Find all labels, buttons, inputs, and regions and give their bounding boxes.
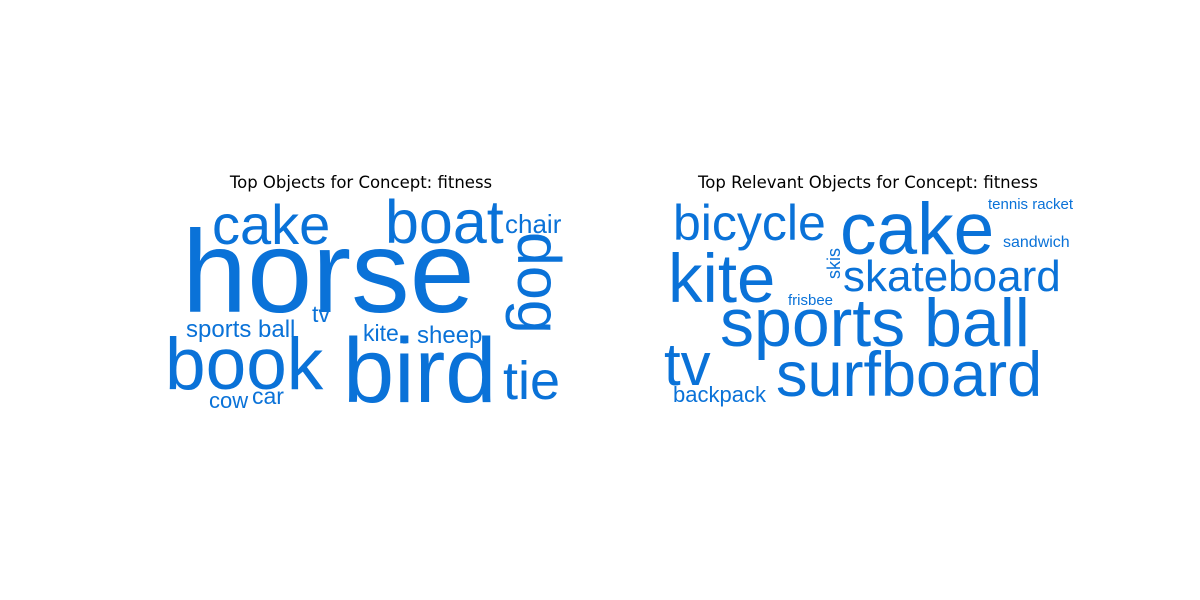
word-chair: chair (505, 209, 562, 239)
word-tv: tv (664, 331, 711, 398)
word-sports-ball: sports ball (186, 316, 295, 343)
word-sports-ball: sports ball (720, 285, 1030, 361)
word-surfboard: surfboard (776, 340, 1042, 410)
word-car: car (252, 383, 284, 409)
word-sheep: sheep (417, 322, 482, 349)
word-cow: cow (209, 388, 248, 413)
word-boat: boat (385, 188, 504, 256)
wordcloud-panel-right: Top Relevant Objects for Concept: fitnes… (600, 0, 1200, 600)
word-frisbee: frisbee (788, 292, 833, 309)
word-kite: kite (668, 240, 775, 317)
word-bird: bird (343, 320, 496, 422)
word-dog: dog (505, 232, 573, 334)
word-tie: tie (503, 351, 560, 411)
chart-title-right: Top Relevant Objects for Concept: fitnes… (698, 173, 1038, 192)
word-backpack: backpack (673, 382, 767, 407)
word-cake: cake (840, 189, 994, 270)
wordcloud-panel-left: Top Objects for Concept: fitness horse bi… (165, 173, 573, 422)
word-tv: tv (312, 301, 330, 327)
word-tennis-racket: tennis racket (988, 196, 1074, 213)
word-skis: skis (824, 248, 844, 279)
word-cake: cake (212, 193, 330, 256)
word-sandwich: sandwich (1003, 234, 1070, 251)
word-kite: kite (363, 320, 399, 346)
word-horse: horse (182, 206, 475, 337)
word-skateboard: skateboard (843, 252, 1061, 301)
chart-title-left: Top Objects for Concept: fitness (229, 173, 493, 192)
word-dot: · (398, 317, 411, 361)
word-bicycle: bicycle (673, 195, 826, 251)
word-book: book (165, 324, 324, 405)
